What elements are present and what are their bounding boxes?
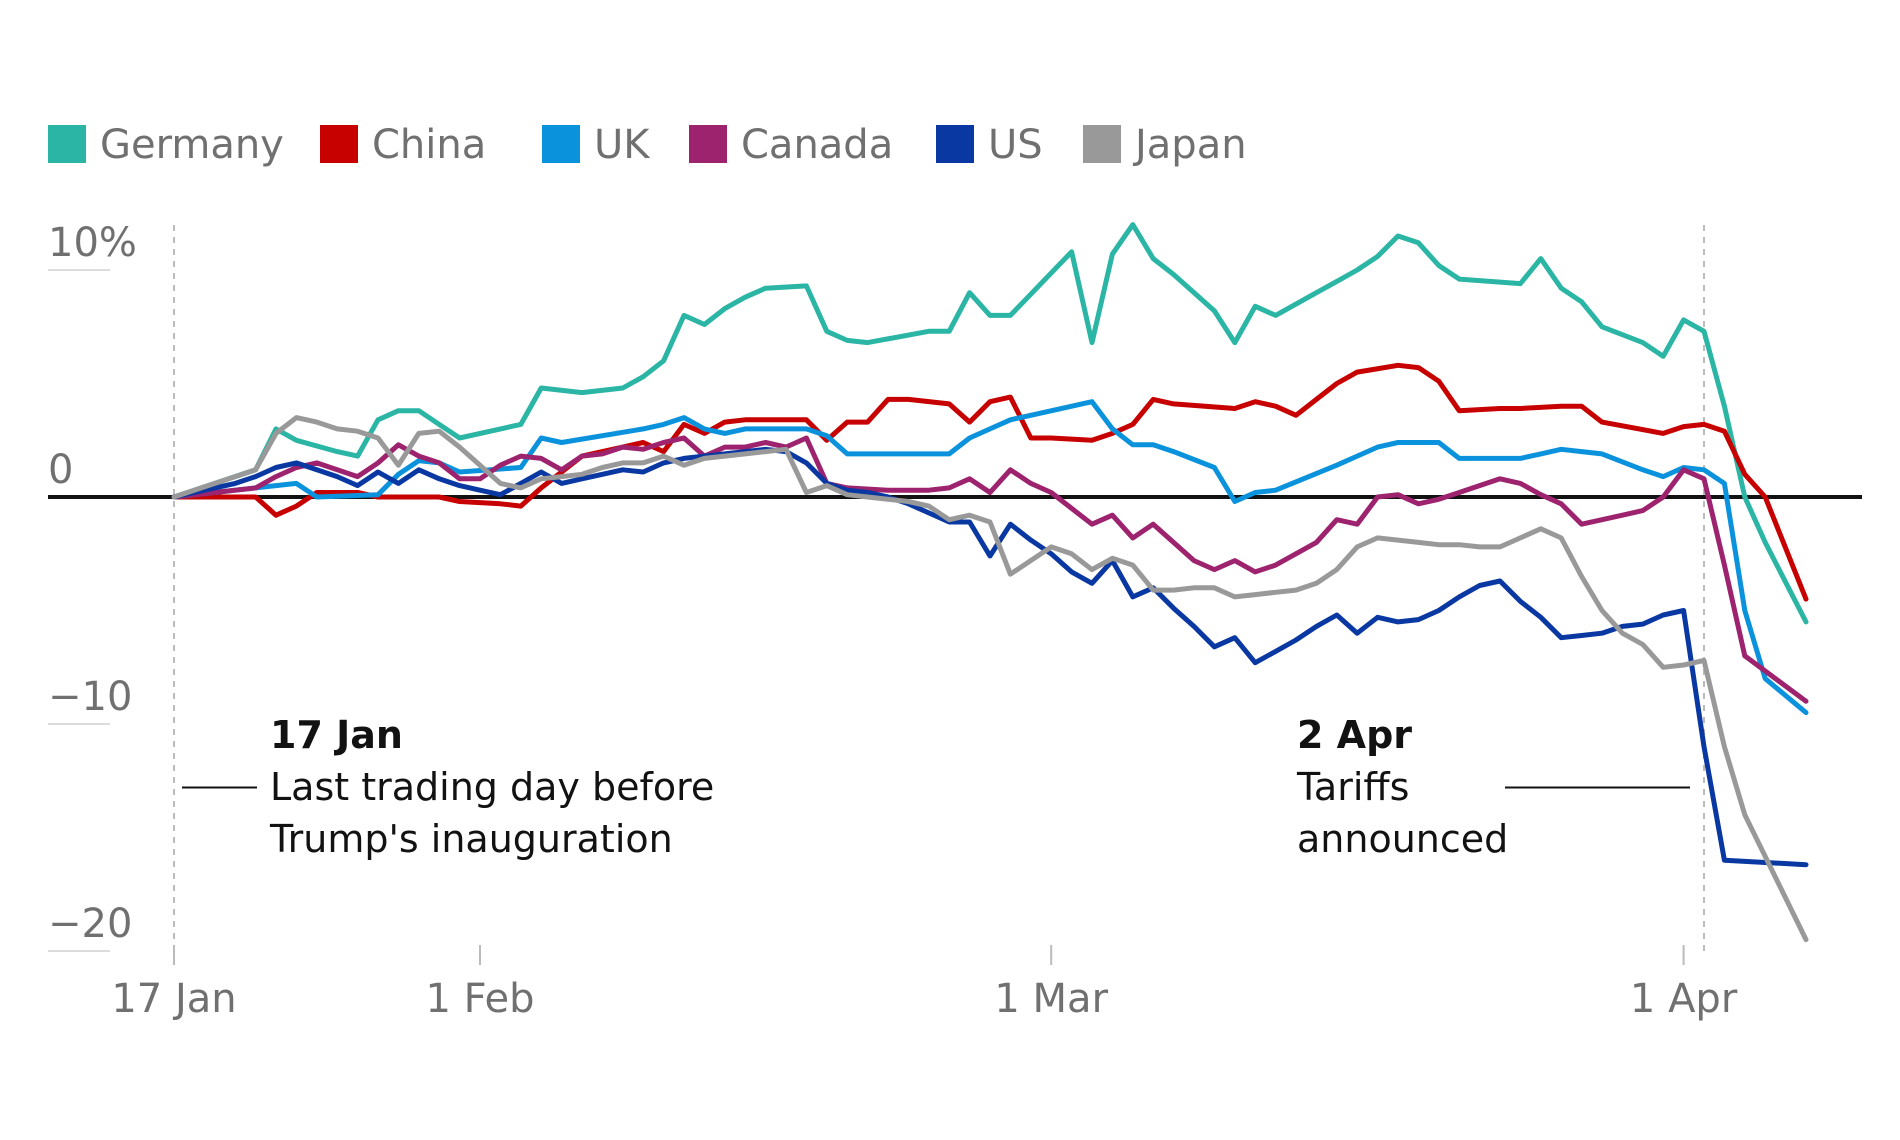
legend-label-japan: Japan xyxy=(1132,122,1247,168)
legend-swatch-japan xyxy=(1083,125,1121,163)
series-line-canada xyxy=(171,435,1809,704)
y-tick-label: −20 xyxy=(48,901,132,947)
annotation-text: Tariffs xyxy=(1296,765,1409,809)
legend-swatch-us xyxy=(936,125,974,163)
x-tick-label: 17 Jan xyxy=(111,976,236,1022)
y-tick-label: 0 xyxy=(48,447,73,493)
legend-item-germany: Germany xyxy=(48,122,284,168)
legend-swatch-china xyxy=(320,125,358,163)
annotations: 17 Jan Last trading day before Trump's ina… xyxy=(182,713,1690,861)
annotation-text: Last trading day before xyxy=(270,765,714,809)
y-axis: 10% 0 −10 −20 xyxy=(48,220,137,952)
series-line-japan xyxy=(171,415,1809,943)
x-axis: 17 Jan 1 Feb 1 Mar 1 Apr xyxy=(111,945,1738,1022)
series-line-us xyxy=(171,446,1809,868)
legend-item-uk: UK xyxy=(542,122,651,168)
y-tick-label: 10% xyxy=(48,220,137,266)
y-tick-label: −10 xyxy=(48,674,132,720)
x-tick-label: 1 Mar xyxy=(994,976,1108,1022)
legend-swatch-canada xyxy=(689,125,727,163)
annotation-text: Trump's inauguration xyxy=(269,817,673,861)
legend-swatch-uk xyxy=(542,125,580,163)
annotation-apr: 2 Apr Tariffs announced xyxy=(1296,713,1690,861)
series-line-germany xyxy=(171,222,1809,625)
legend-label-us: US xyxy=(988,122,1043,168)
legend-item-us: US xyxy=(936,122,1043,168)
reference-lines xyxy=(173,225,1705,955)
legend-item-canada: Canada xyxy=(689,122,893,168)
series-line-uk xyxy=(171,399,1809,716)
annotation-jan: 17 Jan Last trading day before Trump's ina… xyxy=(182,713,714,861)
legend-item-china: China xyxy=(320,122,486,168)
legend-item-japan: Japan xyxy=(1083,122,1247,168)
annotation-date: 2 Apr xyxy=(1297,713,1412,757)
legend-label-canada: Canada xyxy=(741,122,893,168)
series-lines xyxy=(171,222,1809,943)
x-tick-label: 1 Apr xyxy=(1630,976,1738,1022)
legend: Germany China UK Canada US Japan xyxy=(48,122,1247,168)
series-line-china xyxy=(171,362,1809,602)
legend-swatch-germany xyxy=(48,125,86,163)
legend-label-china: China xyxy=(372,122,486,168)
annotation-date: 17 Jan xyxy=(270,713,403,757)
legend-label-germany: Germany xyxy=(100,122,284,168)
x-tick-label: 1 Feb xyxy=(426,976,535,1022)
legend-label-uk: UK xyxy=(594,122,651,168)
annotation-text: announced xyxy=(1297,817,1508,861)
